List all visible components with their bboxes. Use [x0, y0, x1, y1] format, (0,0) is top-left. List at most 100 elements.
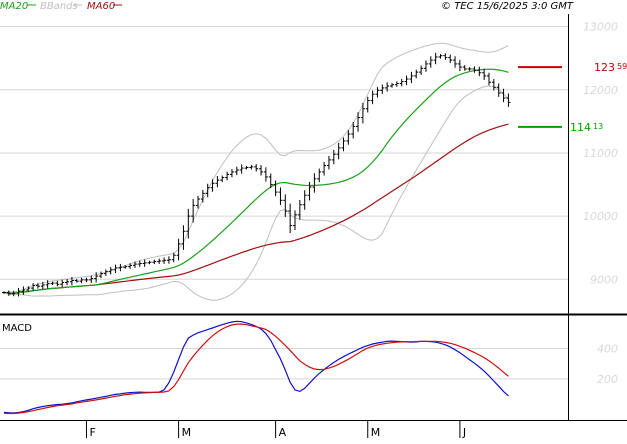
price-bar — [99, 271, 103, 279]
price-bar — [433, 52, 438, 65]
legend-ma60-label: MA60 — [87, 1, 115, 12]
price-bar — [103, 269, 108, 276]
y-tick-label-main: 13000 — [583, 21, 618, 34]
price-bar — [268, 173, 273, 189]
price-bar — [191, 198, 196, 223]
price-bar — [11, 290, 16, 297]
price-bar — [259, 165, 264, 176]
bollinger-bands — [3, 42, 509, 301]
price-bar — [293, 210, 297, 231]
price-bar — [404, 75, 409, 86]
ma20-line — [3, 68, 509, 294]
price-bar — [428, 56, 433, 68]
price-bar — [414, 69, 419, 79]
price-bar — [351, 121, 356, 139]
price-bar — [462, 65, 467, 71]
price-bar — [2, 291, 6, 294]
price-bar — [278, 187, 283, 205]
main-gridlines — [0, 26, 568, 280]
price-bar — [448, 54, 453, 64]
y-tick-label-main: 9000 — [590, 273, 618, 286]
bollinger-upper-line — [3, 42, 509, 293]
y-tick-label-macd: 200 — [597, 373, 618, 386]
y-tick-label-macd: 400 — [597, 342, 618, 355]
price-bar — [244, 166, 249, 170]
price-bar — [370, 90, 375, 105]
copyright-text: © TEC 15/6/2025 3:0 GMT — [441, 1, 574, 12]
price-bar — [307, 181, 312, 201]
price-bar — [482, 68, 487, 80]
price-bar — [409, 71, 414, 84]
price-bar — [331, 149, 336, 165]
price-bar — [215, 176, 220, 188]
price-bar — [205, 183, 210, 198]
level-label: 123 59 — [594, 61, 627, 74]
price-bar — [142, 259, 147, 267]
price-bar — [249, 164, 254, 170]
price-bar — [457, 59, 462, 72]
main-y-axis: 9000 10000 11000 12000 13000 — [583, 21, 618, 287]
price-bar — [6, 290, 11, 296]
price-bar — [137, 260, 142, 267]
price-bar — [288, 203, 293, 234]
price-bar — [181, 225, 186, 250]
macd-gridlines — [0, 347, 568, 380]
price-bar — [74, 279, 79, 283]
level-lines: 123 59 114 13 — [518, 61, 627, 134]
x-tick-label: F — [89, 426, 95, 439]
price-bar — [166, 256, 171, 264]
price-bar — [506, 93, 511, 107]
y-tick-label-main: 11000 — [583, 147, 618, 160]
price-bar — [356, 112, 361, 132]
price-bar — [26, 286, 31, 292]
price-bar — [21, 286, 26, 295]
price-bar — [147, 260, 152, 265]
price-bar — [157, 258, 162, 264]
y-tick-label-main: 10000 — [583, 210, 618, 223]
ohlc-bars — [2, 52, 511, 297]
price-bar — [302, 190, 307, 210]
macd-line — [3, 320, 509, 414]
x-tick-label: J — [462, 426, 466, 439]
price-bar — [89, 275, 94, 283]
price-bar — [472, 66, 477, 73]
x-tick-label: A — [279, 426, 287, 439]
price-bar — [390, 83, 394, 88]
price-bar — [152, 259, 157, 265]
price-bar — [443, 53, 448, 60]
price-bar — [40, 281, 45, 290]
price-bar — [128, 263, 133, 269]
price-bar — [273, 180, 278, 197]
price-bar — [467, 67, 472, 71]
price-bar — [84, 277, 89, 283]
price-bar — [365, 96, 370, 113]
price-bar — [326, 155, 331, 170]
price-bar — [200, 189, 205, 203]
price-bar — [375, 87, 380, 98]
price-bar — [35, 283, 40, 289]
price-bar — [196, 195, 200, 209]
price-bar — [123, 265, 128, 269]
price-bar — [16, 288, 21, 297]
price-bar — [487, 72, 491, 86]
price-bar — [220, 175, 225, 183]
price-bar — [453, 56, 458, 68]
macd-y-axis: 200 400 — [597, 342, 618, 385]
price-bar — [477, 66, 482, 77]
price-bar — [283, 194, 288, 217]
x-tick-label: M — [371, 426, 381, 439]
price-bar — [210, 179, 215, 192]
price-bar — [419, 65, 424, 75]
price-bar — [239, 164, 244, 174]
macd-signal-line — [3, 323, 509, 415]
price-bar — [60, 279, 65, 288]
y-tick-label-main: 12000 — [583, 84, 618, 97]
price-bar — [380, 84, 385, 94]
level-label: 114 13 — [570, 121, 603, 134]
price-bar — [118, 263, 123, 272]
price-bar — [263, 167, 268, 182]
price-bar — [385, 82, 390, 92]
